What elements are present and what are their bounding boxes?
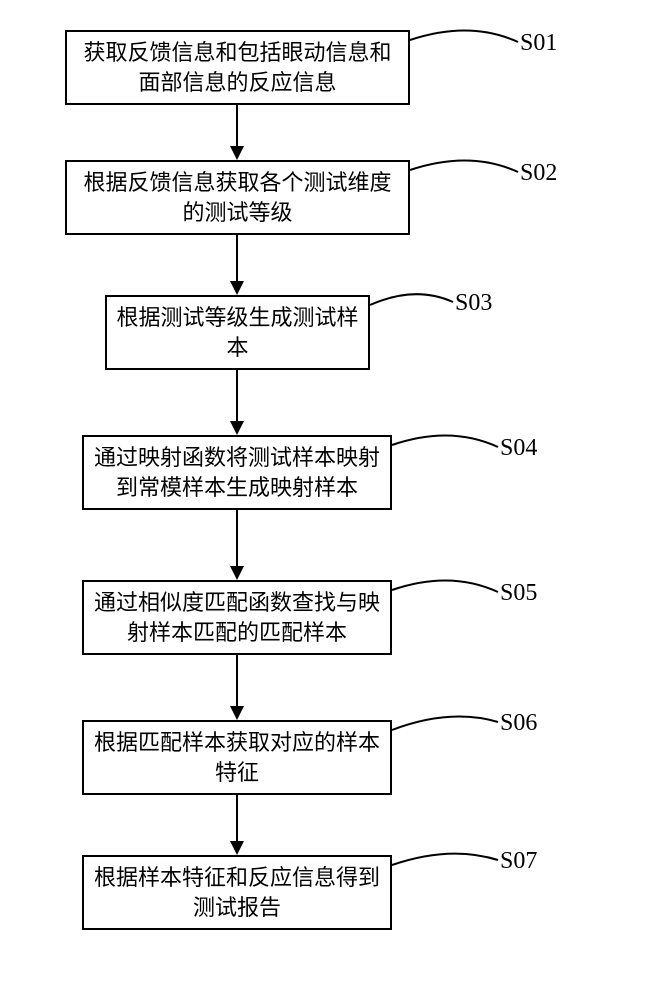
flowchart-canvas: 获取反馈信息和包括眼动信息和面部信息的反应信息S01根据反馈信息获取各个测试维度… [0, 0, 645, 1000]
arrow-s06-s07 [0, 0, 645, 1000]
